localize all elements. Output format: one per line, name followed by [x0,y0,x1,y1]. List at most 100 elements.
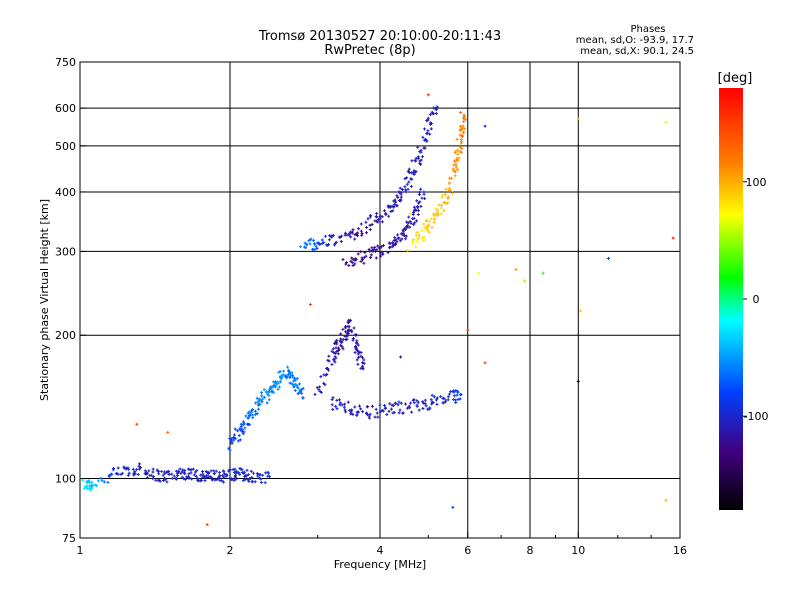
data-point [319,375,323,379]
data-point [187,476,191,480]
data-point [190,477,194,481]
data-point [365,405,369,409]
data-point [405,176,409,180]
x-tick-label: 10 [571,544,585,557]
data-point [456,158,460,162]
data-point [90,483,94,487]
data-point [379,254,383,258]
data-point [368,214,372,218]
data-point [378,410,382,414]
data-point [421,400,425,404]
data-point [362,256,366,260]
data-point [355,413,359,417]
data-point [292,379,296,383]
data-points [81,93,675,527]
data-point [410,241,414,245]
data-point [253,480,257,484]
x-tick-label: 2 [227,544,234,557]
data-point [112,466,116,470]
data-point [218,471,222,475]
data-point [433,214,437,218]
data-point [349,318,353,322]
data-point [276,387,280,391]
data-point [337,398,341,402]
data-point [456,148,460,152]
data-point [369,253,373,257]
data-point [393,236,397,240]
data-point [255,396,259,400]
data-point [292,384,296,388]
data-point [453,174,457,178]
data-point [250,475,254,479]
data-point [408,225,412,229]
data-point [255,412,259,416]
data-point [325,366,329,370]
data-point [351,228,355,232]
data-point [419,204,423,208]
data-point [430,393,434,397]
data-point [322,240,326,244]
data-point [359,259,363,263]
phases-o-line: mean, sd,O: -93.9, 17.7 [576,35,694,46]
data-point [451,191,455,195]
data-point [454,149,458,153]
data-point [262,395,266,399]
data-point [523,279,527,283]
data-point [394,200,398,204]
data-point [411,238,415,242]
y-tick-label: 750 [55,56,76,69]
data-point [441,401,445,405]
data-point [370,404,374,408]
data-point [165,480,169,484]
data-point [453,159,457,163]
data-point [423,146,427,150]
data-point [127,471,131,475]
data-point [389,209,393,213]
data-point [434,398,438,402]
data-point [288,375,292,379]
data-point [106,480,110,484]
data-point [157,472,161,476]
data-point [420,196,424,200]
data-point [320,242,324,246]
data-point [404,190,408,194]
data-point [270,390,274,394]
data-point [152,475,156,479]
data-point [391,209,395,213]
data-point [403,177,407,181]
data-point [362,358,366,362]
data-point [428,406,432,410]
data-point [300,391,304,395]
phases-x-line: mean, sd,X: 90.1, 24.5 [580,46,694,57]
data-point [422,190,426,194]
data-point [339,239,343,243]
data-point [361,410,365,414]
data-point [403,402,407,406]
data-point [442,200,446,204]
data-point [259,399,263,403]
data-point [326,358,330,362]
data-point [340,340,344,344]
data-point [258,473,262,477]
data-point [417,233,421,237]
data-point [232,436,236,440]
data-point [269,386,273,390]
data-point [308,303,312,307]
x-tick-label: 8 [527,544,534,557]
data-point [343,408,347,412]
data-point [265,401,269,405]
data-point [364,231,368,235]
data-point [366,217,370,221]
data-point [425,139,429,143]
data-point [408,219,412,223]
data-point [145,472,149,476]
data-point [245,422,249,426]
phases-header: Phases [630,24,665,35]
data-point [399,195,403,199]
data-point [334,340,338,344]
data-point [242,471,246,475]
data-point [81,478,85,482]
data-point [434,207,438,211]
data-point [301,387,305,391]
data-point [368,223,372,227]
